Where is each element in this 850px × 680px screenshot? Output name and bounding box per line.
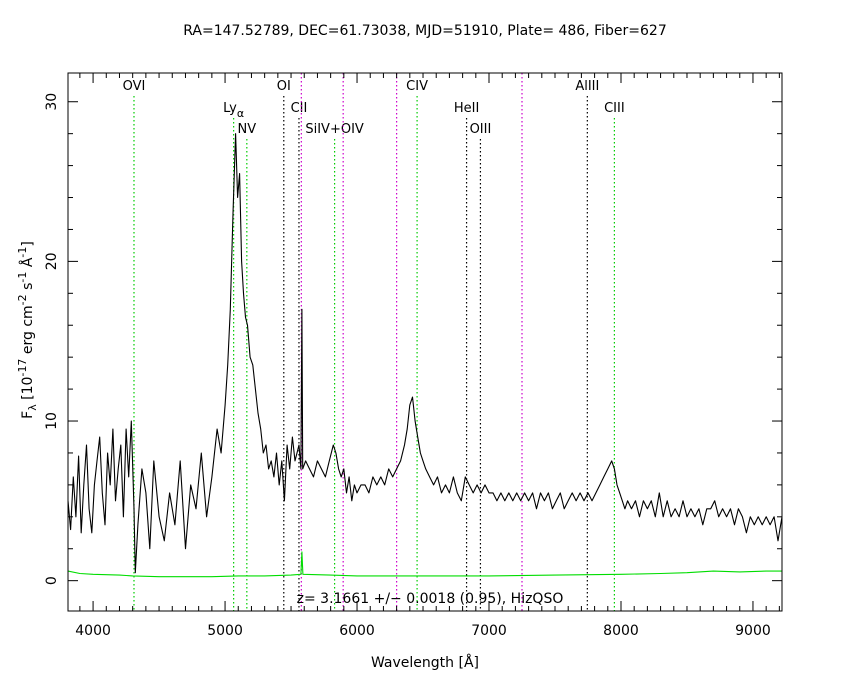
y-tick-label: 0 xyxy=(44,576,60,585)
redshift-annotation: z= 3.1661 +/− 0.0018 (0.95), HizQSO xyxy=(297,591,564,607)
error-series-line xyxy=(67,551,782,578)
emission-line-label: OI xyxy=(277,79,291,94)
emission-line-label: AlIII xyxy=(575,79,599,94)
x-axis-label: Wavelength [Å] xyxy=(371,654,479,671)
emission-line-label: OIII xyxy=(470,122,492,137)
chart-title: RA=147.52789, DEC=61.73038, MJD=51910, P… xyxy=(183,23,667,39)
x-tick-label: 4000 xyxy=(75,623,111,639)
y-tick-label: 20 xyxy=(44,252,60,270)
x-tick-label: 9000 xyxy=(735,623,771,639)
emission-line-label: OVI xyxy=(123,79,146,94)
emission-line-label: CIV xyxy=(406,79,428,94)
x-tick-label: 5000 xyxy=(207,623,243,639)
plot-frame xyxy=(67,72,783,612)
emission-line-label: Lyα xyxy=(223,101,244,120)
y-axis-label: Fλ [10-17 erg cm-2 s-1 Å-1] xyxy=(16,241,39,419)
emission-line-label: CII xyxy=(291,101,308,116)
emission-line-label: SiIV+OIV xyxy=(305,122,364,137)
emission-line-label: CIII xyxy=(604,101,625,116)
x-tick-label: 8000 xyxy=(603,623,639,639)
y-tick-label: 30 xyxy=(44,93,60,111)
emission-line-label: HeII xyxy=(454,101,479,116)
emission-line-label: NV xyxy=(238,122,257,137)
flux-series-line xyxy=(67,133,783,574)
y-tick-label: 10 xyxy=(44,412,60,430)
x-tick-label: 6000 xyxy=(339,623,375,639)
x-tick-label: 7000 xyxy=(471,623,507,639)
